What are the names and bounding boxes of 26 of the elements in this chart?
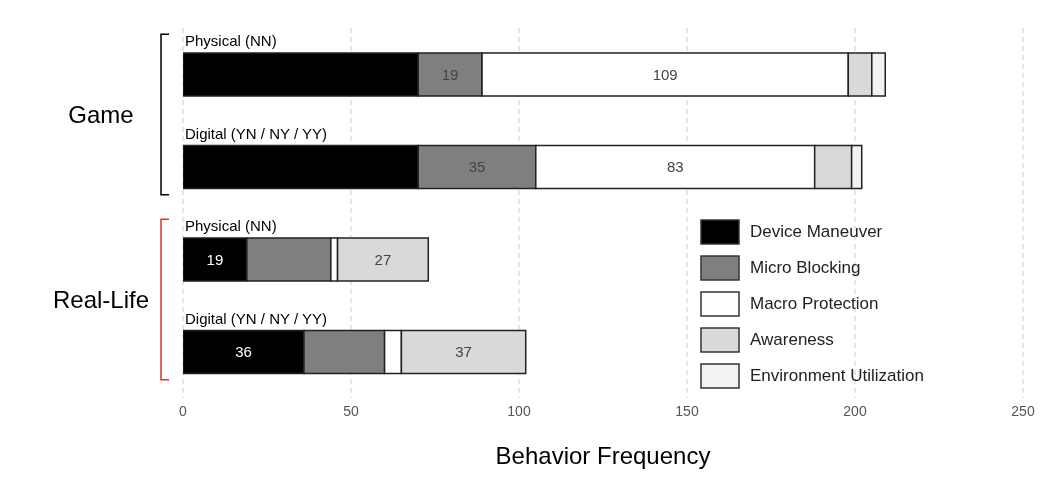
x-tick-label: 250 (1011, 402, 1035, 419)
legend-label: Micro Blocking (750, 258, 861, 278)
y-tick-label: Physical (NN) (185, 217, 277, 235)
legend-label: Device Maneuver (750, 222, 883, 242)
x-axis-title: Behavior Frequency (495, 442, 711, 469)
x-tick-label: 100 (507, 402, 531, 419)
data-label: 19 (441, 65, 459, 83)
text: Game (68, 100, 134, 128)
data-label: 35 (468, 158, 486, 175)
legend-label: Awareness (750, 330, 834, 350)
text: Environment Utilization (750, 366, 924, 386)
text: Macro Protection (750, 294, 879, 314)
x-tick-label: 200 (843, 402, 867, 419)
data-label: 109 (652, 65, 678, 83)
x-tick-label: 50 (343, 402, 359, 419)
data-label: 83 (666, 158, 684, 175)
data-label: 36 (235, 343, 252, 360)
y-tick-label: Digital (YN / NY / YY) (185, 309, 327, 327)
data-label: 19 (206, 250, 224, 268)
y-tick-label: Physical (NN) (185, 32, 277, 50)
text: Real-Life (52, 285, 150, 313)
x-tick-label: 0 (179, 402, 188, 419)
y-tick-label: Digital (YN / NY / YY) (185, 124, 327, 142)
data-label: 37 (455, 343, 472, 360)
data-label: 27 (374, 250, 392, 268)
x-tick-label: 150 (675, 402, 699, 419)
